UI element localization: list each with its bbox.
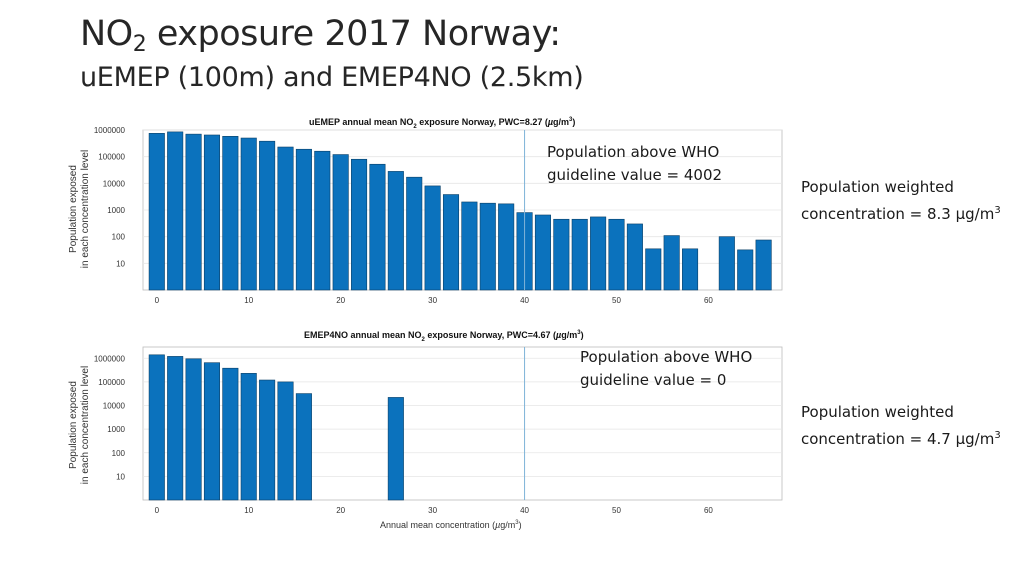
chart2-title: EMEP4NO annual mean NO2 exposure Norway,…	[304, 330, 584, 343]
chart1-xtick-label: 60	[704, 296, 713, 305]
chart2-pwc-text: Population weighted concentration = 4.7 µ…	[801, 403, 1001, 448]
chart1-bar	[737, 249, 754, 291]
chart2-xtick-label: 50	[612, 506, 621, 515]
chart1-bar	[424, 185, 441, 291]
chart1-bar	[479, 202, 496, 291]
chart1-bar	[534, 214, 551, 291]
chart2-ytick-label: 100	[112, 449, 126, 458]
chart1-bar	[755, 239, 772, 291]
chart1-bar	[571, 218, 588, 291]
chart2-ytick-label: 100000	[98, 378, 125, 387]
chart1-bar	[259, 140, 276, 291]
chart1-bar	[461, 201, 478, 291]
chart1-bar	[332, 154, 349, 291]
chart1-who-annotation: Population above WHO guideline value = 40…	[547, 143, 723, 184]
chart1-bar	[442, 194, 460, 291]
chart1-bar	[203, 134, 220, 291]
slide-subtitle: uEMEP (100m) and EMEP4NO (2.5km)	[80, 62, 584, 93]
chart1-bar	[718, 236, 735, 291]
chart1-bar	[682, 248, 699, 291]
chart1-bar	[167, 131, 184, 291]
chart2-xtick-label: 20	[336, 506, 345, 515]
chart1-bar	[645, 248, 662, 291]
chart1-pwc-text: Population weighted concentration = 8.3 µ…	[801, 178, 1001, 223]
chart1-xtick-label: 50	[612, 296, 621, 305]
chart2-ytick-label: 10	[116, 472, 125, 481]
chart2-bar	[167, 356, 184, 501]
chart1-bar	[498, 203, 515, 291]
chart1-ytick-label: 10	[116, 259, 125, 268]
chart1-ytick-label: 1000000	[94, 126, 126, 135]
chart1-bar	[295, 148, 312, 291]
chart1-bar	[663, 235, 680, 291]
chart2-bar	[148, 354, 165, 501]
chart1-ytick-label: 1000	[107, 206, 125, 215]
chart2-xtick-label: 10	[244, 506, 253, 515]
chart2-bar	[387, 397, 404, 501]
chart2-bar	[185, 358, 202, 501]
chart1-bar	[608, 218, 625, 291]
chart1-bar	[553, 218, 570, 291]
chart1-bar	[222, 136, 239, 291]
chart2-bar	[240, 373, 257, 501]
chart1-xtick-label: 0	[155, 296, 160, 305]
chart2-xtick-label: 0	[155, 506, 160, 515]
chart2-bar	[203, 362, 220, 501]
chart2-bar	[277, 381, 294, 501]
chart2-bar	[295, 393, 312, 501]
chart1-bar	[369, 163, 386, 291]
chart1-bar	[240, 137, 257, 291]
chart1-title: uEMEP annual mean NO2 exposure Norway, P…	[309, 117, 576, 130]
chart1-bar	[387, 171, 404, 291]
chart1-ytick-label: 100	[112, 233, 126, 242]
chart1-bar	[590, 216, 607, 291]
chart2-ytick-label: 10000	[103, 402, 126, 411]
chart1-xtick-label: 40	[520, 296, 529, 305]
chart1-xtick-label: 20	[336, 296, 345, 305]
chart2-xtick-label: 40	[520, 506, 529, 515]
chart1-bar	[148, 133, 165, 291]
chart2-xtick-label: 30	[428, 506, 437, 515]
chart1-bar	[406, 176, 423, 291]
chart2-xtick-label: 60	[704, 506, 713, 515]
chart1-ytick-label: 10000	[103, 179, 126, 188]
chart1-xtick-label: 30	[428, 296, 437, 305]
chart2-ytick-label: 1000	[107, 425, 125, 434]
chart1-ytick-label: 100000	[98, 153, 125, 162]
chart1-bar	[185, 133, 202, 291]
chart2-ytick-label: 1000000	[94, 354, 126, 363]
chart1-bar	[277, 146, 294, 291]
chart2-who-annotation: Population above WHO guideline value = 0	[580, 348, 753, 389]
chart1-xtick-label: 10	[244, 296, 253, 305]
chart1-bar	[314, 150, 331, 291]
chart2-xlabel: Annual mean concentration (µg/m3)	[380, 520, 522, 530]
chart2-bar	[259, 379, 276, 501]
chart1-bar	[626, 223, 643, 291]
chart1-bar	[351, 158, 368, 291]
slide-title: NO2 exposure 2017 Norway:	[80, 14, 561, 57]
chart2-bar	[222, 367, 239, 501]
